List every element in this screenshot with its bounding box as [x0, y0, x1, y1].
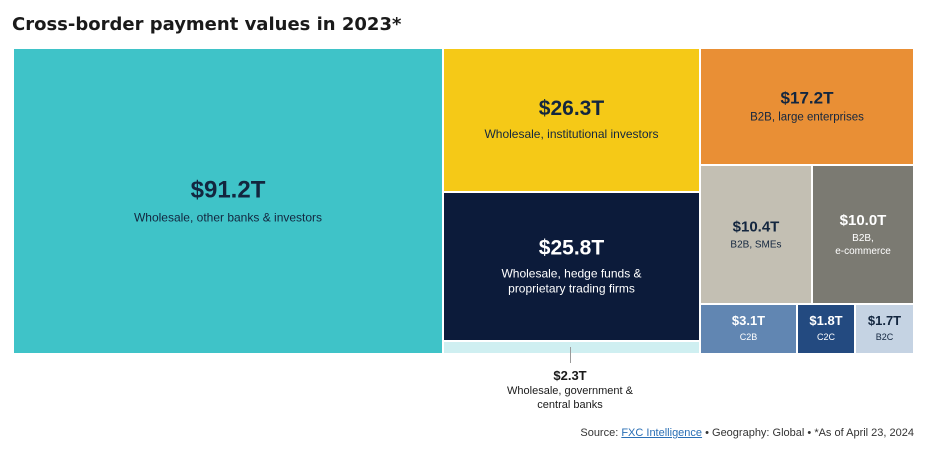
tile-label: Wholesale, institutional investors — [484, 127, 659, 142]
source-link[interactable]: FXC Intelligence — [621, 427, 703, 439]
tile-label: C2C — [816, 332, 835, 343]
treemap-tile: $17.2T B2B, large enterprises — [700, 48, 914, 165]
callout-government: $2.3T Wholesale, government & central ban… — [470, 368, 670, 412]
treemap-tile: $25.8T Wholesale, hedge funds & proprietar… — [443, 192, 700, 341]
tile-label: B2B, e-commerce — [835, 232, 891, 257]
chart-title: Cross-border payment values in 2023* — [12, 14, 402, 35]
geography-note: • Geography: Global • — [702, 427, 815, 439]
tile-label: B2B, large enterprises — [750, 111, 864, 124]
callout-leader-line — [570, 347, 571, 363]
tile-value: $17.2T — [780, 87, 834, 107]
treemap-tile: $91.2T Wholesale, other banks & investors — [13, 48, 443, 354]
treemap-tile: $3.1T C2B — [700, 304, 797, 354]
treemap-tile: $10.0T B2B, e-commerce — [812, 165, 914, 304]
tile-value: $3.1T — [731, 313, 766, 329]
tile-value: $91.2T — [190, 176, 266, 204]
callout-value: $2.3T — [553, 368, 587, 383]
tile-value: $1.8T — [809, 313, 843, 329]
tile-value: $10.4T — [732, 217, 780, 235]
tile-label: C2B — [739, 332, 758, 343]
tile-value: $1.7T — [867, 313, 902, 329]
tile-label: B2C — [875, 332, 894, 343]
tile-value: $25.8T — [538, 235, 605, 259]
source-prefix: Source: — [580, 427, 622, 439]
tile-label: B2B, SMEs — [730, 239, 782, 251]
tile-label: Wholesale, other banks & investors — [133, 210, 323, 224]
tile-label: Wholesale, hedge funds & proprietary trad… — [501, 265, 642, 296]
source-line: Source: FXC Intelligence • Geography: Gl… — [580, 427, 914, 439]
treemap-tile: $1.7T B2C — [855, 304, 914, 354]
tile-value: $10.0T — [839, 211, 887, 229]
callout-label: Wholesale, government & central banks — [507, 385, 633, 411]
treemap: $91.2T Wholesale, other banks & investors… — [13, 48, 914, 354]
treemap-tile: $10.4T B2B, SMEs — [700, 165, 812, 304]
treemap-tile — [443, 341, 700, 354]
as-of-note: *As of April 23, 2024 — [814, 427, 914, 439]
treemap-tile: $1.8T C2C — [797, 304, 855, 354]
tile-value: $26.3T — [538, 97, 605, 121]
treemap-tile: $26.3T Wholesale, institutional investors — [443, 48, 700, 192]
